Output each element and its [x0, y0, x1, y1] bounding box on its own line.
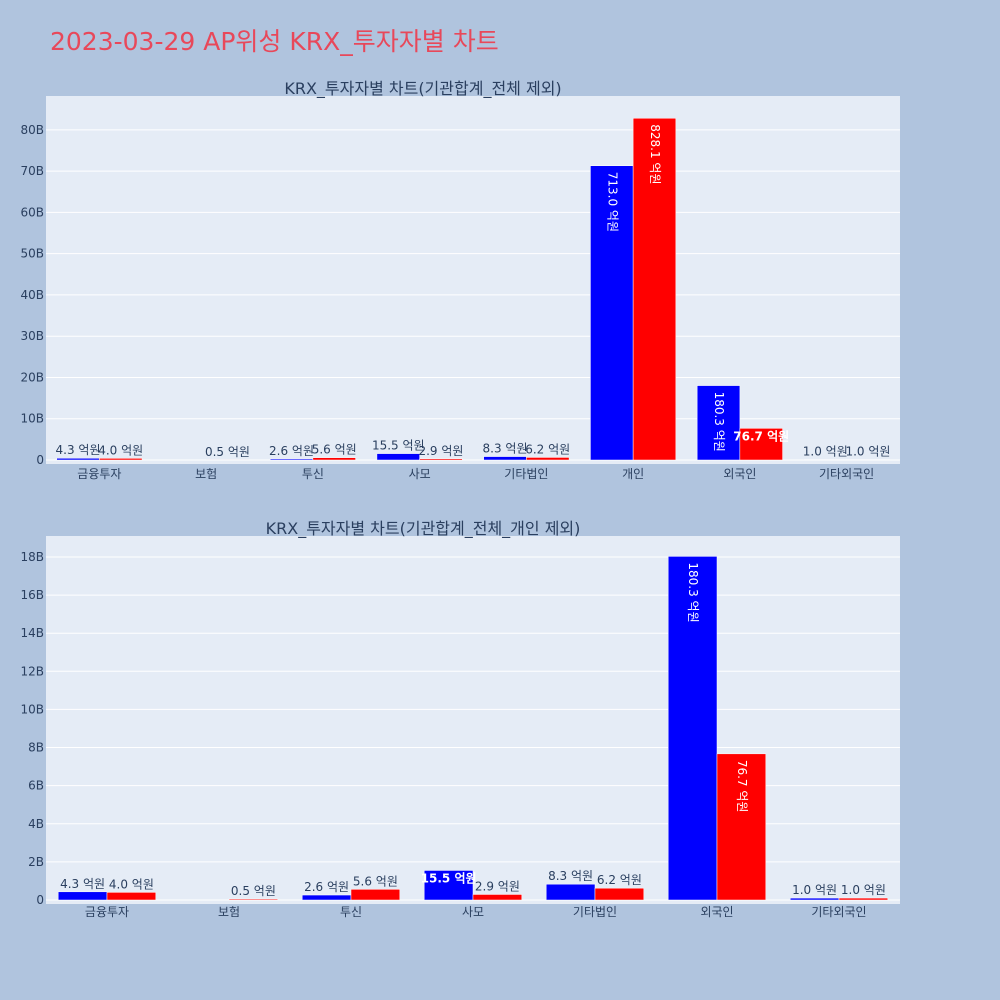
y-tick-label: 40B: [20, 288, 44, 302]
bar-sell: [526, 457, 570, 461]
bar-sell: [594, 887, 645, 901]
bar-label: 6.2 억원: [597, 873, 642, 887]
x-tick-label: 기타법인: [573, 905, 617, 919]
bar-label: 2.6 억원: [269, 444, 314, 458]
bar-label: 0.5 억원: [231, 884, 276, 898]
bar-label: 5.6 억원: [312, 443, 357, 457]
x-tick-label: 금융투자: [77, 467, 121, 481]
bar-label: 4.0 억원: [98, 443, 143, 457]
bar-sell: [106, 892, 157, 901]
bar-buy: [789, 897, 840, 901]
y-tick-label: 20B: [20, 370, 44, 384]
bar-label: 76.7 억원: [735, 760, 749, 813]
x-tick-label: 외국인: [723, 467, 756, 481]
y-tick-label: 2B: [28, 855, 44, 869]
bar-buy: [57, 891, 108, 901]
bar-label: 2.9 억원: [475, 879, 520, 893]
bar-label: 15.5 억원: [372, 439, 425, 453]
bar-sell: [739, 428, 783, 461]
bar-sell: [419, 458, 463, 461]
x-tick-label: 기타법인: [504, 467, 548, 481]
bar-label: 2.9 억원: [418, 444, 463, 458]
chart-title: KRX_투자자별 차트(기관합계_전체 제외): [284, 79, 561, 99]
x-tick-label: 보험: [218, 905, 240, 919]
y-tick-label: 6B: [28, 779, 44, 793]
y-tick-label: 80B: [20, 123, 44, 137]
bar-buy: [545, 883, 596, 901]
bar-sell: [228, 898, 279, 901]
y-tick-label: 0: [36, 453, 44, 467]
bar-label: 2.6 억원: [304, 880, 349, 894]
bar-label: 6.2 억원: [525, 442, 570, 456]
page-title: 2023-03-29 AP위성 KRX_투자자별 차트: [50, 27, 499, 56]
bar-label: 0.5 억원: [205, 445, 250, 459]
bar-sell: [632, 117, 677, 461]
x-tick-label: 기타외국인: [819, 467, 874, 481]
x-tick-label: 투신: [302, 467, 324, 481]
x-tick-label: 사모: [409, 467, 431, 481]
y-tick-label: 18B: [20, 550, 44, 564]
x-tick-label: 사모: [462, 905, 484, 919]
bar-sell: [350, 889, 401, 901]
x-tick-label: 기타외국인: [811, 905, 866, 919]
bar-label: 180.3 억원: [686, 562, 700, 622]
y-tick-label: 10B: [20, 412, 44, 426]
bar-label: 1.0 억원: [803, 445, 848, 459]
plot-area: [46, 536, 900, 904]
bar-sell: [312, 457, 356, 461]
bar-label: 4.0 억원: [109, 877, 154, 891]
y-tick-label: 12B: [20, 664, 44, 678]
y-tick-label: 10B: [20, 702, 44, 716]
bar-sell: [838, 897, 889, 901]
y-tick-label: 70B: [20, 164, 44, 178]
x-tick-label: 투신: [340, 905, 362, 919]
x-tick-label: 개인: [622, 467, 644, 481]
bar-buy: [301, 894, 352, 901]
x-tick-label: 보험: [195, 467, 217, 481]
x-tick-label: 외국인: [700, 905, 733, 919]
y-tick-label: 0: [36, 893, 44, 907]
bar-label: 713.0 억원: [605, 172, 619, 232]
x-tick-label: 금융투자: [85, 905, 129, 919]
bar-buy: [376, 453, 420, 461]
bar-label: 1.0 억원: [792, 883, 837, 897]
bar-buy: [667, 556, 718, 901]
bar-buy: [696, 385, 741, 461]
bar-label: 8.3 억원: [548, 869, 593, 883]
bar-label: 4.3 억원: [56, 443, 101, 457]
bar-label: 76.7 억원: [733, 429, 789, 443]
y-tick-label: 8B: [28, 741, 44, 755]
bar-sell: [99, 458, 143, 461]
bar-label: 4.3 억원: [60, 877, 105, 891]
y-tick-label: 60B: [20, 205, 44, 219]
bar-label: 15.5 억원: [421, 871, 477, 885]
bar-label: 8.3 억원: [483, 442, 528, 456]
bar-label: 1.0 억원: [841, 883, 886, 897]
bar-buy: [423, 870, 474, 901]
bar-label: 180.3 억원: [712, 392, 726, 452]
bar-label: 828.1 억원: [648, 124, 662, 184]
plot-area: [46, 96, 900, 464]
bar-sell: [716, 753, 767, 901]
bar-sell: [472, 894, 523, 901]
y-tick-label: 4B: [28, 817, 44, 831]
chart-top: 0 10B 20B 30B 40B 50B 60B 70B 80B KRX_투자자별 차트(기관합…: [20, 79, 900, 481]
chart-title: KRX_투자자별 차트(기관합계_전체_개인 제외): [266, 519, 581, 539]
bar-label: 1.0 억원: [845, 445, 890, 459]
y-tick-label: 30B: [20, 329, 44, 343]
y-tick-label: 50B: [20, 247, 44, 261]
y-tick-label: 14B: [20, 626, 44, 640]
bar-label: 5.6 억원: [353, 874, 398, 888]
bar-buy: [590, 165, 634, 461]
y-tick-label: 16B: [20, 588, 44, 602]
